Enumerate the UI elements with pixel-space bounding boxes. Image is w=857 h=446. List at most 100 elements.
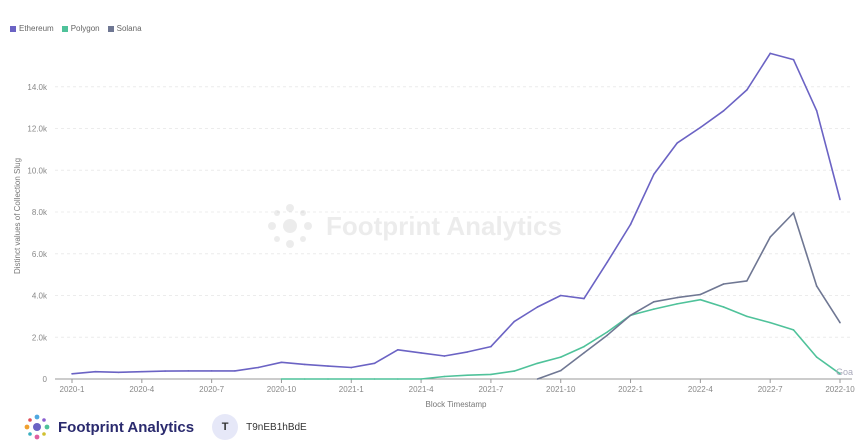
- x-axis-label: Block Timestamp: [426, 400, 487, 409]
- data-point-ethereum: [71, 372, 73, 375]
- data-point-solana: [583, 352, 585, 354]
- overflow-label: Goa: [836, 367, 853, 377]
- x-axis-ticks: 2020-1 2020-4 2020-7 2020-10 2021-1 2021-4 202…: [60, 379, 855, 394]
- data-point-polygon: [420, 378, 422, 380]
- data-point-ethereum: [373, 362, 376, 365]
- data-point-ethereum: [746, 89, 748, 91]
- x-tick-label: 2021-7: [478, 385, 503, 394]
- data-point-polygon: [373, 378, 376, 380]
- data-point-ethereum: [606, 261, 609, 263]
- data-point-ethereum: [94, 370, 97, 373]
- data-point-ethereum: [769, 52, 771, 55]
- data-point-polygon: [792, 329, 795, 331]
- watermark: Footprint Analytics: [260, 201, 562, 251]
- legend-label: Solana: [116, 24, 142, 33]
- data-point-solana: [606, 334, 609, 336]
- x-tick-label: 2022-4: [688, 385, 713, 394]
- data-point-polygon: [397, 378, 399, 380]
- data-point-ethereum: [629, 223, 632, 226]
- data-point-solana: [815, 285, 818, 287]
- legend-item-ethereum[interactable]: Ethereum: [10, 24, 54, 33]
- data-point-polygon: [443, 375, 446, 378]
- y-tick-label: 8.0k: [32, 208, 48, 217]
- series-lines: [71, 52, 841, 380]
- legend-item-polygon[interactable]: Polygon: [61, 24, 100, 33]
- x-tick-label: 2022-7: [758, 385, 783, 394]
- data-point-solana: [722, 283, 725, 285]
- x-tick-label: 2021-1: [339, 385, 364, 394]
- data-point-ethereum: [490, 345, 492, 348]
- data-point-ethereum: [443, 355, 446, 357]
- data-point-solana: [792, 212, 795, 214]
- series-line-solana: [537, 212, 841, 380]
- data-point-polygon: [699, 298, 702, 301]
- data-point-polygon: [280, 378, 283, 380]
- data-point-solana: [559, 369, 562, 372]
- data-point-solana: [769, 236, 771, 238]
- footprint-logo-icon: [268, 204, 312, 248]
- grid: [55, 86, 852, 380]
- data-point-ethereum: [583, 297, 585, 300]
- data-point-ethereum: [280, 361, 283, 364]
- data-point-ethereum: [699, 126, 702, 129]
- watermark-text: Footprint Analytics: [326, 210, 562, 241]
- legend-swatch: [61, 25, 68, 32]
- data-point-ethereum: [536, 306, 539, 308]
- data-point-ethereum: [653, 173, 655, 176]
- data-point-ethereum: [210, 370, 213, 372]
- footer: Footprint Analytics T T9nEB1hBdE: [22, 414, 307, 440]
- x-tick-label: 2022-1: [618, 385, 643, 394]
- x-tick-label: 2020-10: [267, 385, 297, 394]
- series-line-ethereum: [71, 52, 841, 375]
- data-point-ethereum: [350, 366, 353, 369]
- data-point-polygon: [536, 362, 539, 365]
- chart-legend: Ethereum Polygon Solana: [10, 24, 142, 33]
- data-point-solana: [536, 378, 539, 380]
- data-point-ethereum: [839, 198, 841, 201]
- y-tick-label: 12.0k: [27, 125, 48, 134]
- data-point-ethereum: [466, 351, 469, 353]
- y-tick-label: 10.0k: [27, 166, 48, 175]
- y-tick-label: 0: [43, 375, 48, 384]
- data-point-polygon: [583, 345, 585, 348]
- data-point-polygon: [746, 315, 748, 318]
- y-tick-label: 2.0k: [32, 333, 48, 342]
- y-axis-label: Distinct values of Collection Slug: [13, 158, 22, 274]
- x-tick-label: 2020-4: [129, 385, 154, 394]
- series-line-polygon: [281, 298, 841, 380]
- data-point-solana: [676, 296, 678, 299]
- legend-item-solana[interactable]: Solana: [107, 24, 142, 33]
- x-tick-label: 2021-10: [546, 385, 576, 394]
- data-point-ethereum: [513, 320, 515, 323]
- user-chip[interactable]: T T9nEB1hBdE: [212, 414, 307, 440]
- data-point-polygon: [815, 356, 818, 358]
- data-point-polygon: [606, 331, 609, 333]
- data-point-ethereum: [420, 352, 422, 354]
- data-point-ethereum: [676, 142, 678, 144]
- footprint-logo-icon: [24, 414, 50, 440]
- legend-swatch: [107, 25, 114, 32]
- data-point-solana: [746, 280, 748, 282]
- data-point-polygon: [490, 373, 492, 376]
- data-point-polygon: [769, 321, 771, 324]
- data-point-ethereum: [234, 370, 236, 372]
- data-point-solana: [699, 293, 702, 296]
- brand-name: Footprint Analytics: [58, 418, 195, 436]
- x-tick-label: 2020-7: [199, 385, 224, 394]
- data-point-ethereum: [187, 370, 190, 372]
- legend-label: Polygon: [70, 24, 100, 33]
- data-point-ethereum: [327, 365, 329, 367]
- data-point-ethereum: [141, 370, 143, 373]
- y-tick-label: 4.0k: [32, 292, 48, 301]
- data-point-polygon: [676, 303, 678, 305]
- data-point-ethereum: [792, 58, 795, 61]
- data-point-polygon: [839, 372, 841, 375]
- x-tick-label: 2021-4: [409, 385, 434, 394]
- data-point-polygon: [303, 378, 306, 380]
- data-point-solana: [839, 321, 841, 324]
- data-point-polygon: [350, 378, 353, 380]
- y-tick-label: 6.0k: [32, 250, 48, 259]
- data-point-polygon: [327, 378, 329, 380]
- y-tick-label: 14.0k: [27, 83, 48, 92]
